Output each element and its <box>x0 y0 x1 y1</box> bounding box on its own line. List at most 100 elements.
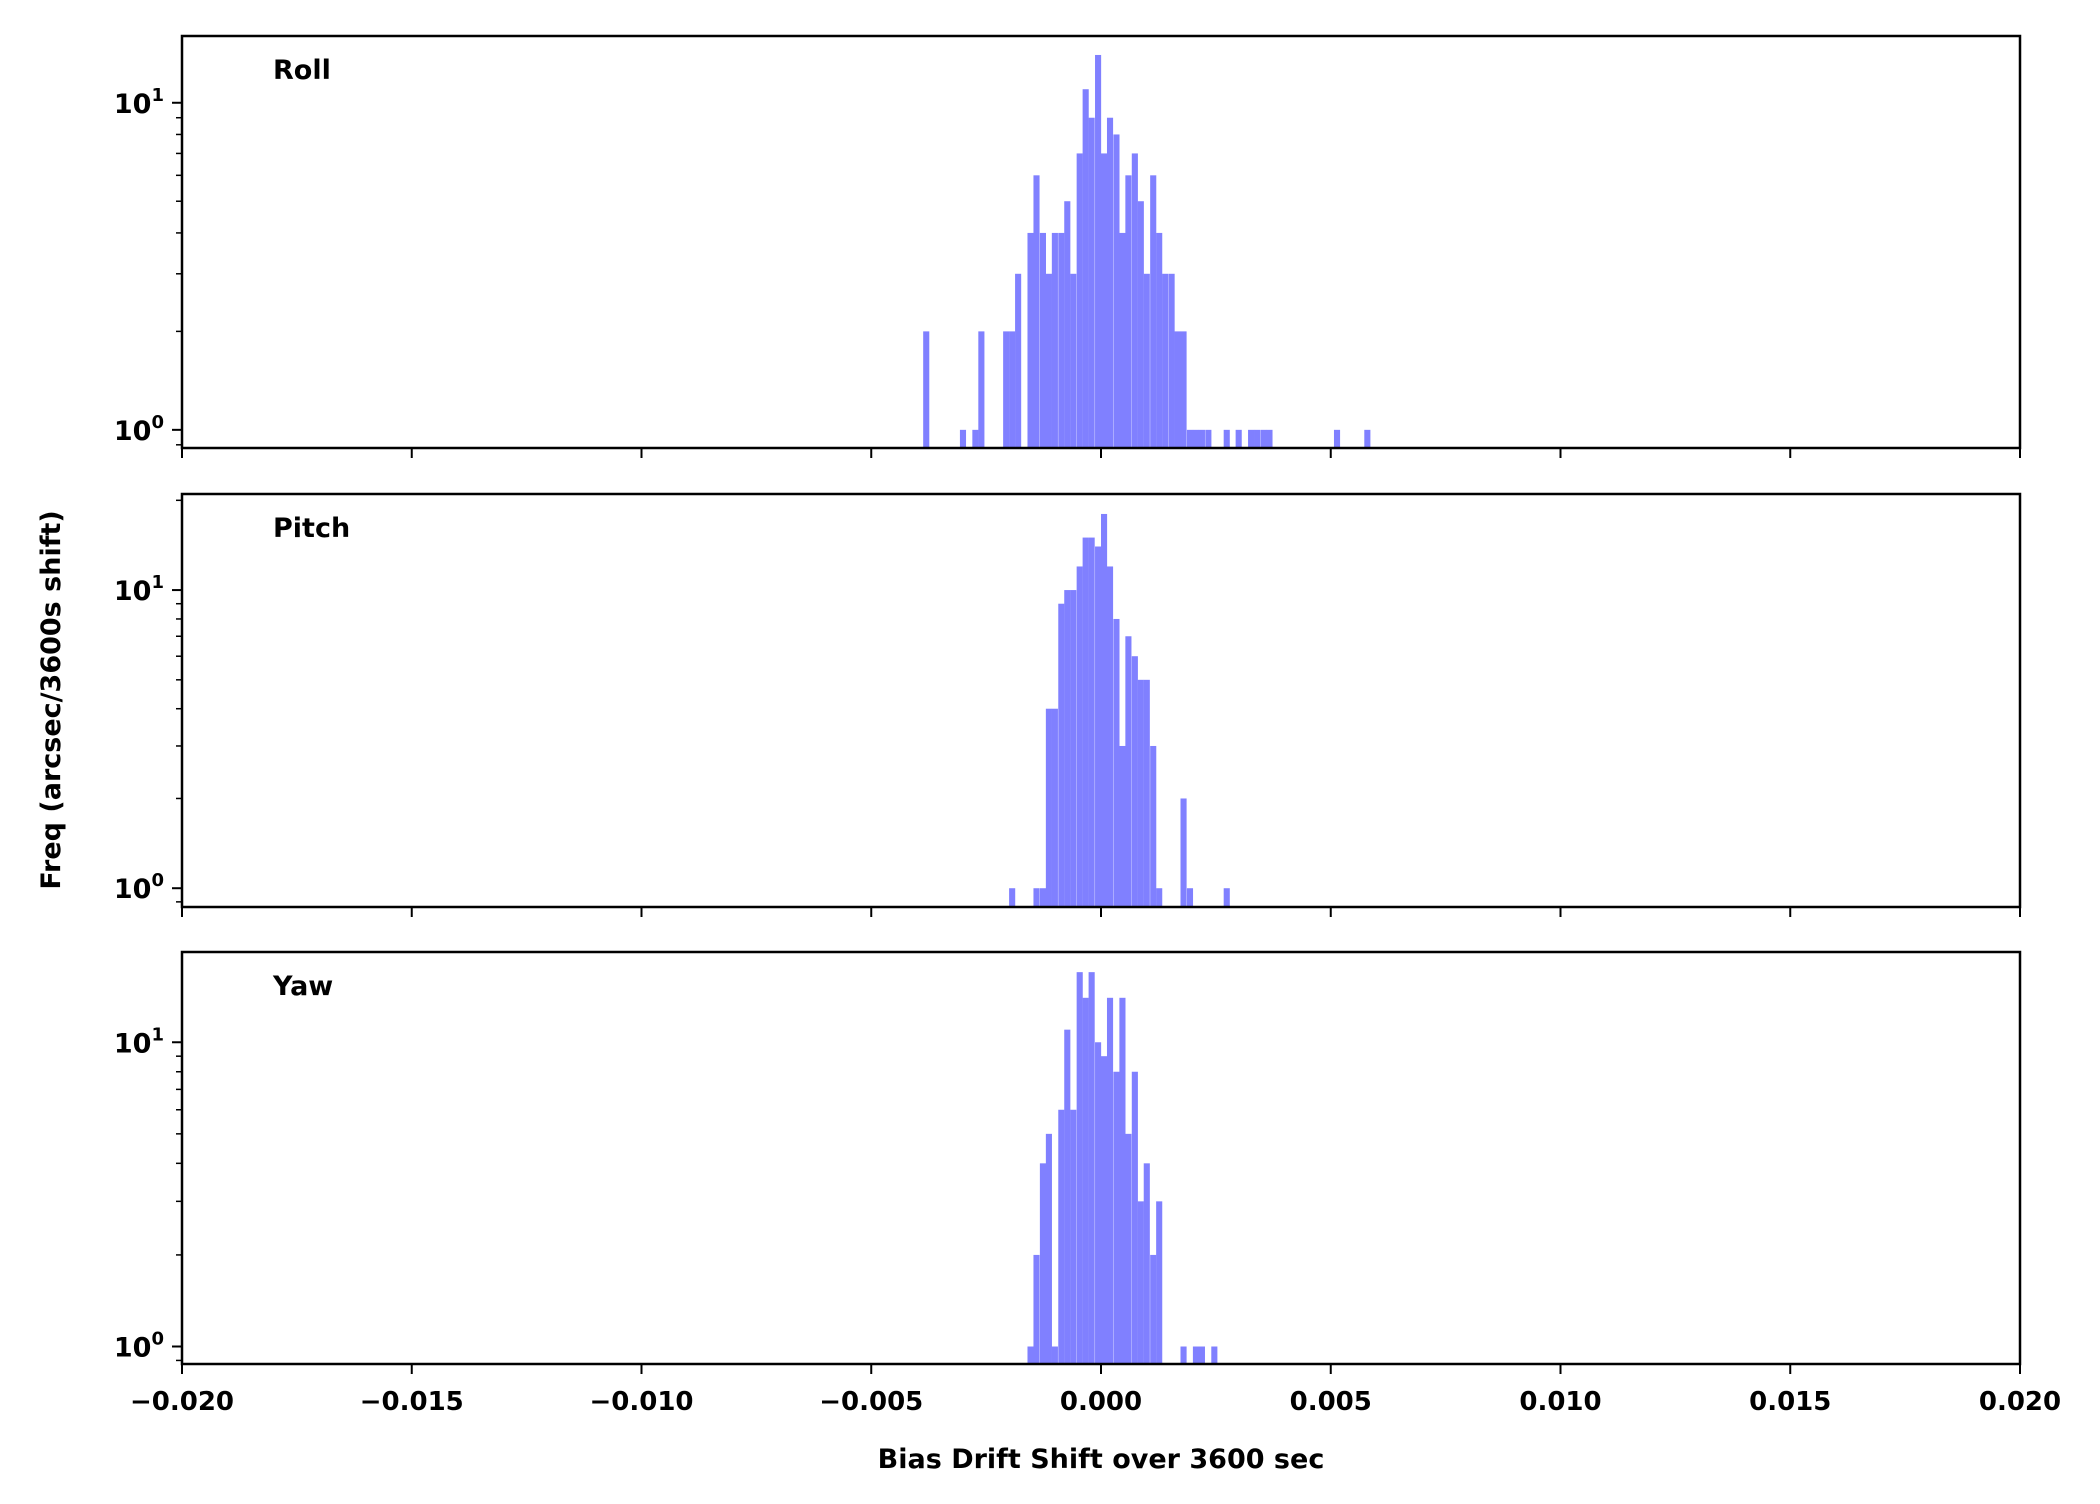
x-tick-label: 0.010 <box>1519 1387 1601 1417</box>
histogram-bar-roll-5 <box>1009 331 1016 448</box>
histogram-bar-roll-22 <box>1119 232 1126 448</box>
y-tick-label: 100 <box>114 412 164 447</box>
histogram-bar-roll-13 <box>1064 201 1071 448</box>
histogram-bar-yaw-10 <box>1088 972 1095 1364</box>
histogram-bar-roll-20 <box>1106 117 1114 448</box>
histogram-bar-pitch-14 <box>1113 618 1120 907</box>
x-tick-label: 0.020 <box>1979 1387 2061 1417</box>
histogram-bar-yaw-9 <box>1082 997 1089 1364</box>
histogram-bar-yaw-1 <box>1033 1254 1040 1364</box>
histogram-bar-yaw-8 <box>1076 972 1083 1364</box>
histogram-bar-yaw-21 <box>1156 1201 1163 1364</box>
histogram-bar-roll-40 <box>1254 429 1261 448</box>
histogram-bar-roll-30 <box>1168 273 1175 448</box>
histogram-bar-roll-24 <box>1131 153 1138 448</box>
panel-title-yaw: Yaw <box>272 971 333 1002</box>
histogram-bar-roll-2 <box>972 429 979 448</box>
histogram-bar-roll-1 <box>959 429 967 448</box>
histogram-bar-pitch-20 <box>1150 745 1157 907</box>
histogram-bar-yaw-15 <box>1119 997 1126 1364</box>
x-tick-label: 0.000 <box>1060 1387 1142 1417</box>
histogram-bar-roll-7 <box>1027 232 1034 448</box>
histogram-bar-roll-4 <box>1003 331 1010 448</box>
panel-title-pitch: Pitch <box>273 513 350 544</box>
histogram-bar-roll-27 <box>1150 175 1157 448</box>
histogram-bar-yaw-4 <box>1051 1346 1058 1364</box>
histogram-bar-roll-34 <box>1192 429 1200 448</box>
y-tick-label: 101 <box>114 1024 164 1059</box>
x-tick-label: −0.005 <box>819 1387 923 1417</box>
histogram-bar-yaw-17 <box>1131 1071 1138 1364</box>
histogram-bar-yaw-25 <box>1211 1346 1218 1364</box>
histogram-bar-roll-15 <box>1076 153 1083 448</box>
histogram-bar-yaw-19 <box>1143 1163 1150 1364</box>
histogram-bar-roll-28 <box>1156 232 1163 448</box>
histogram-bar-pitch-12 <box>1101 513 1108 907</box>
y-tick-label: 100 <box>114 1329 164 1364</box>
histogram-bar-roll-16 <box>1082 89 1089 449</box>
histogram-bar-yaw-3 <box>1045 1133 1052 1364</box>
histogram-bar-roll-11 <box>1051 232 1058 448</box>
histogram-bar-pitch-24 <box>1223 888 1230 907</box>
histogram-bar-pitch-10 <box>1088 537 1095 907</box>
histogram-bar-roll-10 <box>1045 273 1052 448</box>
histogram-bar-yaw-5 <box>1058 1109 1065 1364</box>
histogram-bar-pitch-11 <box>1095 546 1102 907</box>
histogram-bar-yaw-0 <box>1027 1346 1034 1364</box>
histogram-bar-pitch-21 <box>1156 888 1163 907</box>
histogram-bar-roll-43 <box>1333 429 1341 448</box>
histogram-bar-roll-18 <box>1095 54 1102 449</box>
histogram-bar-yaw-16 <box>1125 1133 1132 1364</box>
x-tick-label: −0.020 <box>130 1387 234 1417</box>
histogram-bar-roll-23 <box>1125 175 1132 448</box>
histogram-bar-yaw-12 <box>1101 1056 1108 1364</box>
histogram-bar-pitch-23 <box>1186 888 1194 907</box>
histogram-bar-roll-44 <box>1364 429 1371 448</box>
histogram-bar-roll-42 <box>1266 429 1273 448</box>
histogram-bar-roll-29 <box>1162 273 1169 448</box>
x-tick-label: 0.015 <box>1749 1387 1831 1417</box>
x-tick-label: −0.015 <box>360 1387 464 1417</box>
histogram-bar-pitch-0 <box>1009 888 1016 907</box>
histogram-bar-yaw-6 <box>1064 1029 1071 1364</box>
histogram-bar-yaw-13 <box>1106 997 1114 1364</box>
histogram-bar-roll-21 <box>1113 134 1120 448</box>
histogram-bar-roll-17 <box>1088 117 1095 448</box>
histogram-bar-pitch-22 <box>1180 798 1187 907</box>
histogram-bar-roll-31 <box>1174 331 1181 448</box>
histogram-bar-pitch-17 <box>1131 656 1138 907</box>
panel-title-roll: Roll <box>273 55 331 86</box>
histogram-bar-roll-12 <box>1058 232 1065 448</box>
histogram-bar-yaw-14 <box>1113 1071 1120 1364</box>
histogram-bar-roll-8 <box>1033 175 1040 448</box>
histogram-bar-pitch-1 <box>1033 888 1040 907</box>
y-tick-label: 100 <box>114 870 164 905</box>
y-axis-label: Freq (arcsec/3600s shift) <box>36 510 67 889</box>
histogram-bar-roll-3 <box>978 331 985 448</box>
histogram-bar-roll-38 <box>1235 429 1242 448</box>
histogram-bar-pitch-8 <box>1076 566 1083 907</box>
histogram-bar-pitch-15 <box>1119 745 1126 907</box>
histogram-bar-yaw-7 <box>1070 1109 1077 1364</box>
histogram-bar-roll-9 <box>1039 232 1046 448</box>
histogram-bar-roll-0 <box>923 331 930 448</box>
histogram-bar-pitch-18 <box>1137 679 1144 907</box>
x-tick-label: −0.010 <box>589 1387 693 1417</box>
histogram-bar-yaw-23 <box>1192 1346 1200 1364</box>
y-tick-label: 101 <box>114 572 164 607</box>
histogram-bar-yaw-2 <box>1039 1163 1046 1364</box>
histogram-bar-roll-37 <box>1223 429 1230 448</box>
histogram-bar-pitch-5 <box>1058 603 1065 907</box>
histogram-bar-roll-36 <box>1205 429 1212 448</box>
histogram-bar-pitch-16 <box>1125 636 1132 907</box>
histogram-bar-pitch-13 <box>1106 566 1114 907</box>
histogram-bar-roll-41 <box>1260 429 1267 448</box>
histogram-bar-pitch-9 <box>1082 537 1089 907</box>
histogram-bar-roll-19 <box>1101 153 1108 448</box>
y-tick-label: 101 <box>114 85 164 120</box>
histogram-bar-yaw-22 <box>1180 1346 1187 1364</box>
histogram-bar-roll-33 <box>1186 429 1194 448</box>
histogram-bar-yaw-11 <box>1095 1042 1102 1364</box>
histogram-bar-roll-39 <box>1248 429 1255 448</box>
